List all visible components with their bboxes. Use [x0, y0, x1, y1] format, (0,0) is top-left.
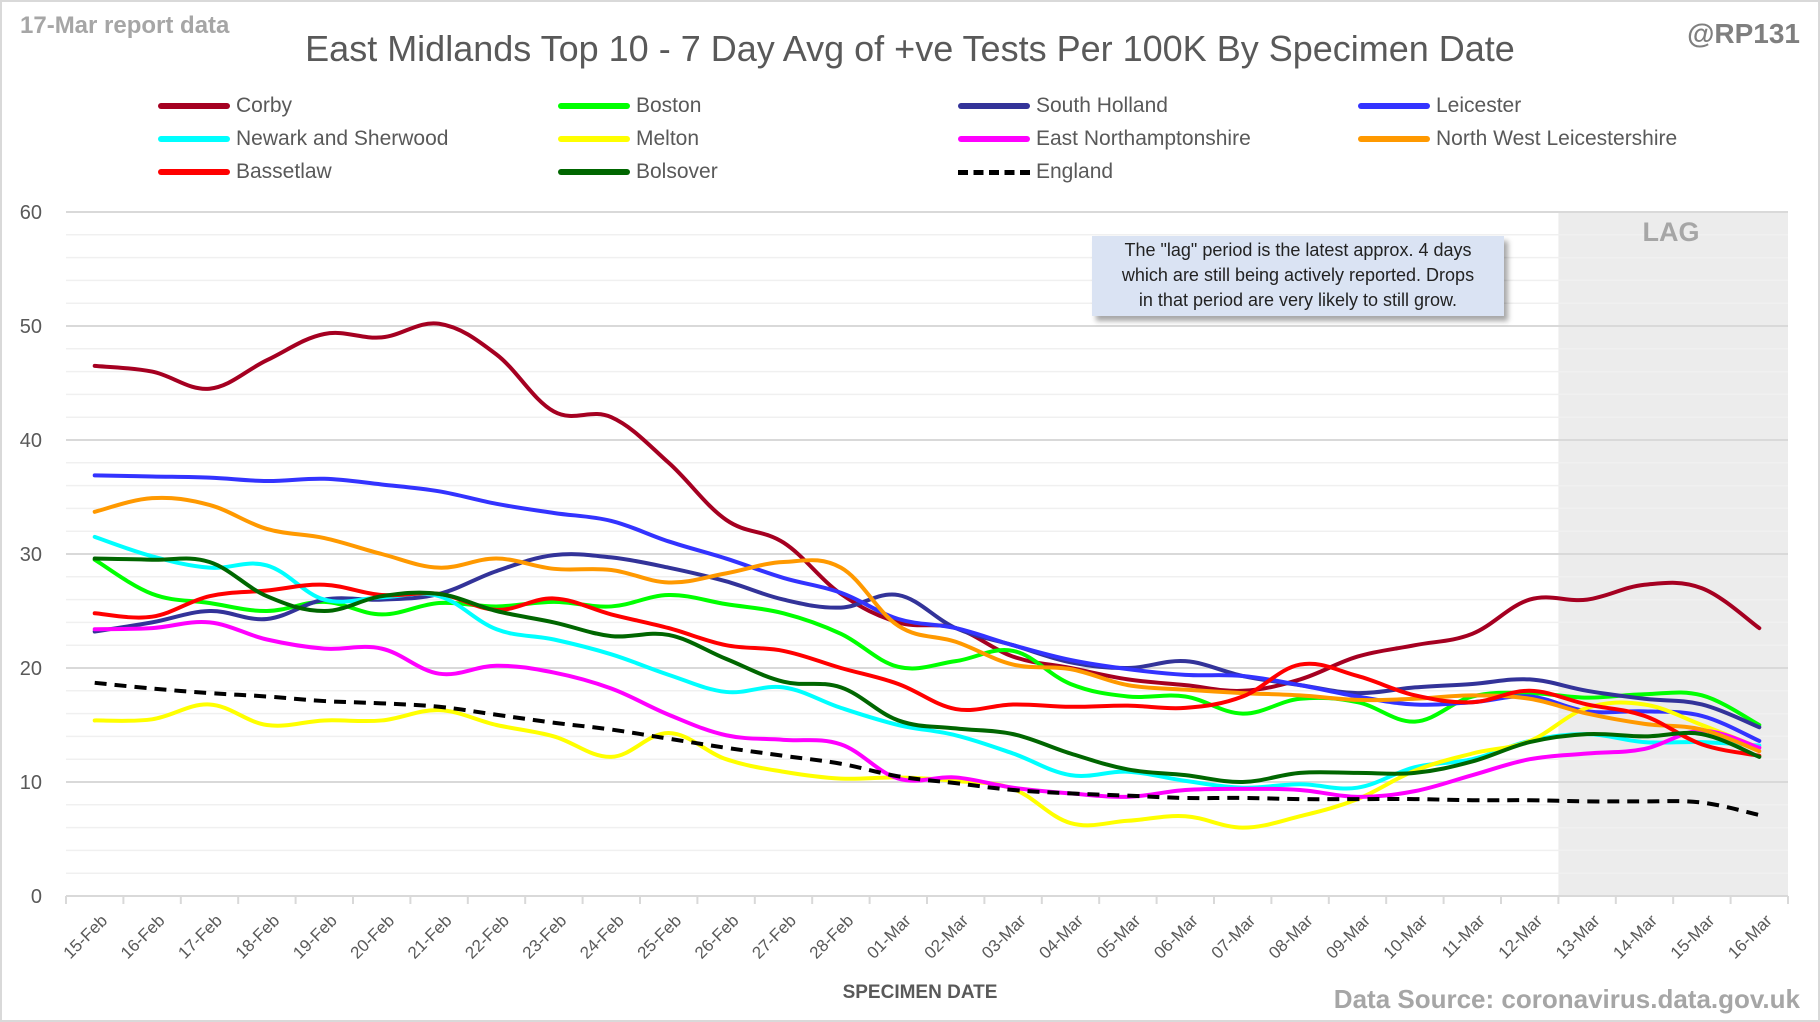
legend-swatch — [158, 169, 230, 175]
x-tick-label: 27-Feb — [748, 911, 800, 963]
report-date-label: 17-Mar report data — [20, 12, 230, 39]
x-tick-label: 16-Feb — [117, 911, 169, 963]
legend-label: Newark and Sherwood — [236, 127, 449, 150]
series-line-bolsover — [92, 556, 1762, 785]
x-tick-label: 07-Mar — [1208, 911, 1260, 963]
legend-item-east-northamptonshire: East Northamptonshire — [958, 127, 1251, 151]
x-axis-title: SPECIMEN DATE — [842, 982, 998, 1003]
lag-note-callout: The "lag" period is the latest approx. 4… — [1092, 236, 1504, 316]
note-line: The "lag" period is the latest approx. 4… — [1124, 240, 1472, 260]
legend-item-england: England — [958, 160, 1113, 184]
x-tick-label: 23-Feb — [519, 911, 571, 963]
gridlines — [66, 211, 1788, 897]
y-tick-label: 30 — [20, 544, 42, 566]
x-tick-label: 17-Feb — [174, 911, 226, 963]
author-handle: @RP131 — [1687, 18, 1800, 49]
legend-item-leicester: Leicester — [1358, 94, 1521, 118]
y-tick-label: 60 — [20, 202, 42, 224]
x-tick-label: 06-Mar — [1150, 911, 1202, 963]
legend-item-bolsover: Bolsover — [558, 160, 718, 184]
legend-item-bassetlaw: Bassetlaw — [158, 160, 332, 184]
legend-swatch — [958, 103, 1030, 109]
legend-swatch — [158, 103, 230, 109]
x-axis: 15-Feb 16-Feb 17-Feb 18-Feb 19-Feb 20-Feb 21-F… — [60, 895, 1789, 963]
y-tick-label: 20 — [20, 658, 42, 680]
legend-item-north-west-leicestershire: North West Leicestershire — [1358, 127, 1677, 151]
series-line-north-west-leicestershire — [92, 495, 1762, 754]
x-tick-label: 11-Mar — [1438, 911, 1489, 962]
x-tick-label: 05-Mar — [1093, 911, 1145, 963]
x-tick-label: 12-Mar — [1495, 911, 1547, 963]
legend-label: South Holland — [1036, 94, 1168, 117]
x-tick-label: 24-Feb — [576, 911, 628, 963]
series-lines — [92, 321, 1762, 830]
data-source-label: Data Source: coronavirus.data.gov.uk — [1333, 984, 1800, 1014]
lag-label: LAG — [1642, 217, 1700, 247]
legend-label: East Northamptonshire — [1036, 127, 1251, 150]
legend-label: Melton — [636, 127, 700, 150]
legend-label: Corby — [236, 94, 293, 117]
legend-swatch — [558, 103, 630, 109]
x-tick-label: 13-Mar — [1552, 911, 1604, 963]
x-tick-label: 16-Mar — [1724, 911, 1776, 963]
chart-legend: Corby Boston South Holland Leicester Newark … — [0, 94, 1820, 204]
series-line-corby — [92, 321, 1762, 693]
legend-swatch — [958, 169, 1030, 175]
chart-title: East Midlands Top 10 - 7 Day Avg of +ve … — [305, 28, 1515, 69]
legend-label: Leicester — [1436, 94, 1522, 117]
legend-label: England — [1036, 160, 1114, 183]
x-tick-label: 04-Mar — [1035, 911, 1087, 963]
legend-swatch — [558, 136, 630, 142]
legend-item-corby: Corby — [158, 94, 292, 118]
y-axis-tick-labels: 0 10 20 30 40 50 60 — [20, 202, 42, 908]
x-tick-label: 02-Mar — [921, 911, 973, 963]
series-line-east-northamptonshire — [92, 620, 1762, 799]
note-line: which are still being actively reported.… — [1121, 265, 1475, 285]
x-tick-label: 03-Mar — [978, 911, 1030, 963]
legend-label: Bolsover — [636, 160, 718, 183]
series-line-england — [94, 680, 1760, 818]
legend-label: North West Leicestershire — [1436, 127, 1678, 150]
legend-item-south-holland: South Holland — [958, 94, 1168, 118]
x-tick-label: 26-Feb — [691, 911, 743, 963]
x-tick-label: 14-Mar — [1609, 911, 1661, 963]
legend-swatch — [158, 136, 230, 142]
y-tick-label: 50 — [20, 316, 42, 338]
x-tick-label: 15-Feb — [60, 911, 112, 963]
legend-item-boston: Boston — [558, 94, 701, 118]
legend-item-newark-and-sherwood: Newark and Sherwood — [158, 127, 448, 151]
legend-label: Bassetlaw — [236, 160, 332, 183]
legend-item-melton: Melton — [558, 127, 699, 151]
x-tick-label: 28-Feb — [806, 911, 858, 963]
legend-swatch — [1358, 103, 1430, 109]
y-tick-label: 10 — [20, 772, 42, 794]
x-tick-label: 10-Mar — [1380, 911, 1432, 963]
legend-swatch — [558, 169, 630, 175]
legend-swatch — [958, 136, 1030, 142]
y-tick-label: 40 — [20, 430, 42, 452]
note-line: in that period are very likely to still … — [1138, 290, 1458, 310]
x-tick-label: 01-Mar — [863, 911, 915, 963]
x-tick-label: 20-Feb — [347, 911, 399, 963]
x-tick-label: 18-Feb — [232, 911, 284, 963]
x-tick-label: 25-Feb — [634, 911, 686, 963]
x-tick-label: 15-Mar — [1667, 911, 1719, 963]
x-tick-label: 22-Feb — [461, 911, 513, 963]
x-tick-label: 19-Feb — [289, 911, 341, 963]
x-tick-label: 09-Mar — [1322, 911, 1374, 963]
legend-swatch — [1358, 136, 1430, 142]
x-tick-label: 21-Feb — [404, 911, 456, 963]
y-tick-label: 0 — [31, 886, 42, 908]
x-tick-label: 08-Mar — [1265, 911, 1317, 963]
series-line-south-holland — [92, 552, 1762, 730]
legend-label: Boston — [636, 94, 702, 117]
series-line-newark-and-sherwood — [92, 534, 1762, 791]
